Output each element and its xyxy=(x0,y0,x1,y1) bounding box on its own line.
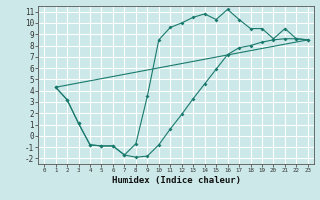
X-axis label: Humidex (Indice chaleur): Humidex (Indice chaleur) xyxy=(111,176,241,185)
